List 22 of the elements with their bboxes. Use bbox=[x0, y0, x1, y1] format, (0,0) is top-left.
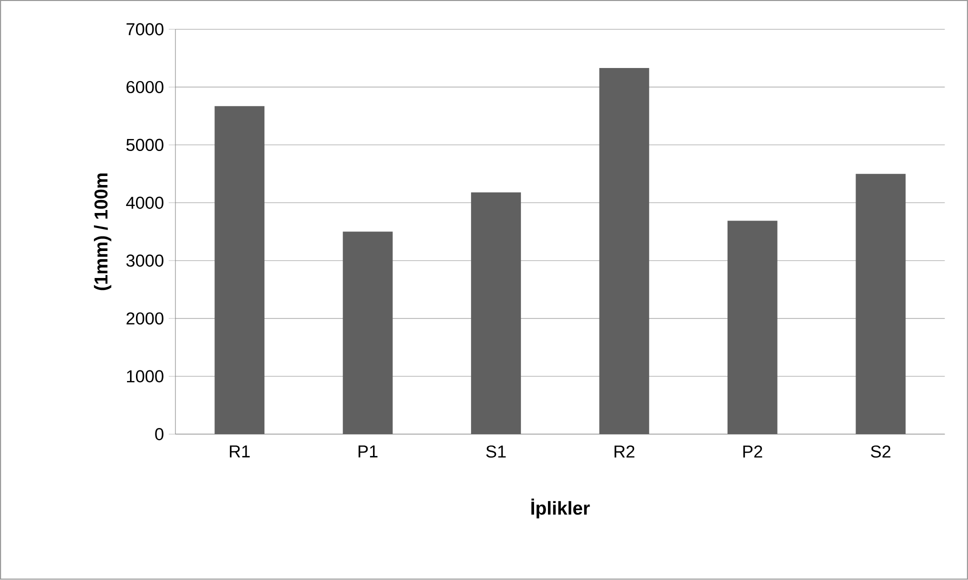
x-tick-label: S2 bbox=[870, 446, 890, 458]
bar bbox=[471, 192, 521, 434]
bar bbox=[214, 106, 264, 434]
y-axis-title: (1mm) / 100m bbox=[94, 174, 112, 290]
bar bbox=[599, 68, 650, 434]
bar bbox=[342, 232, 393, 434]
y-tick-label: 4000 bbox=[126, 196, 164, 210]
x-tick-label: S1 bbox=[486, 446, 506, 458]
y-tick-label: 3000 bbox=[126, 254, 164, 267]
y-tick-label: 7000 bbox=[126, 23, 164, 36]
x-tick-label: P2 bbox=[743, 446, 762, 458]
y-tick-label: 6000 bbox=[126, 81, 164, 94]
bar bbox=[856, 174, 906, 434]
x-tick-label: P1 bbox=[358, 446, 378, 458]
x-tick-label: R1 bbox=[230, 446, 250, 458]
bar bbox=[728, 220, 778, 434]
y-tick-label: 0 bbox=[155, 428, 164, 440]
x-tick-label: R2 bbox=[614, 446, 634, 458]
y-tick-label: 2000 bbox=[126, 312, 164, 325]
y-tick-label: 5000 bbox=[126, 138, 164, 152]
x-axis-title: İplikler bbox=[531, 498, 590, 519]
y-tick-label: 1000 bbox=[127, 370, 164, 383]
